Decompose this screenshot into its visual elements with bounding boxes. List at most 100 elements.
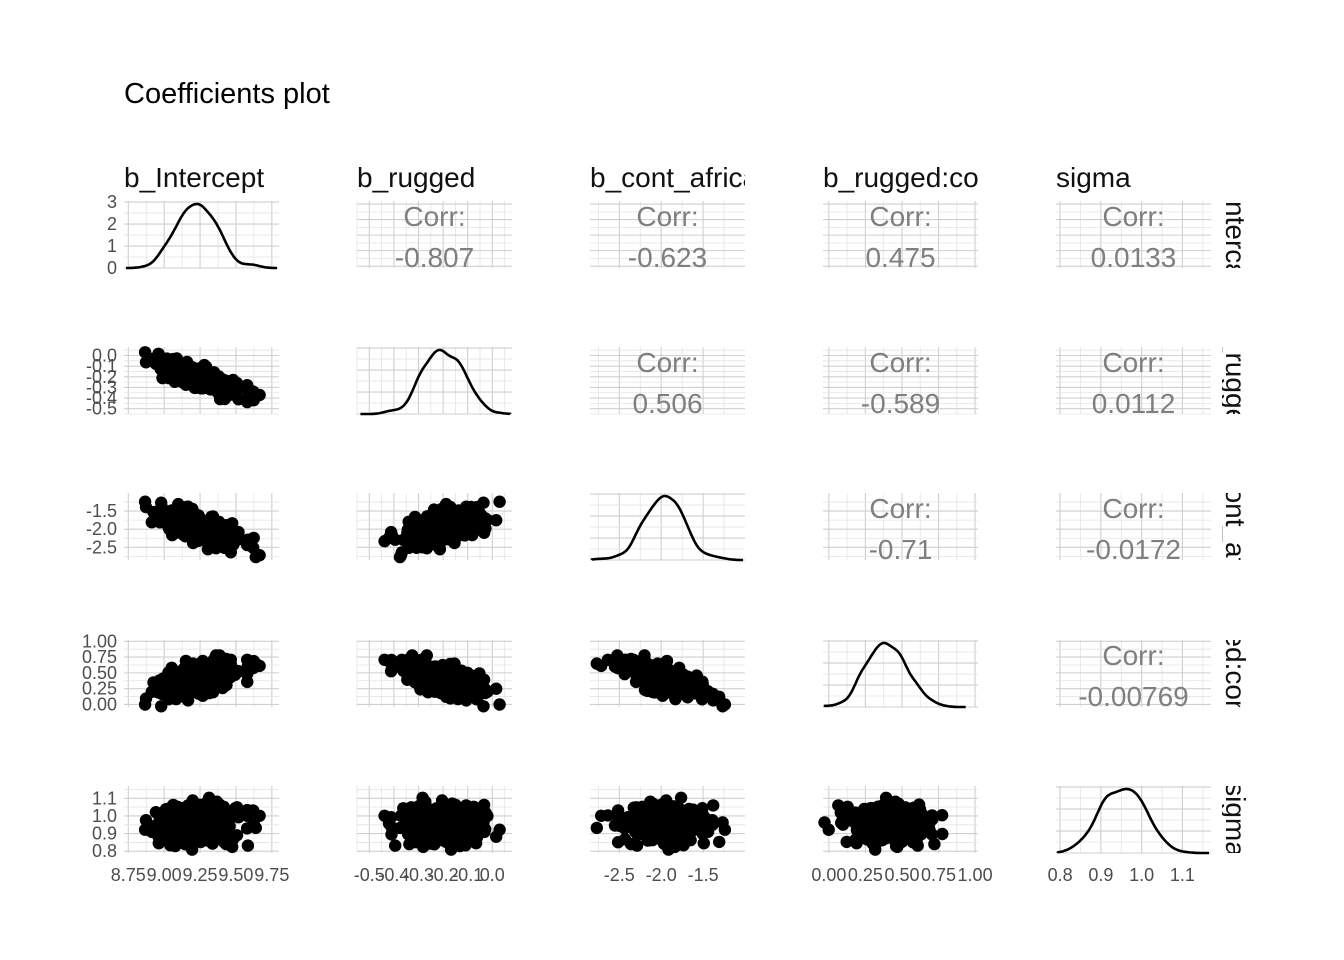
- scatter-point: [412, 672, 425, 685]
- scatter-point: [875, 825, 888, 839]
- scatter-point: [640, 811, 653, 824]
- row-strip-b-cont-africa: ont_af: [1220, 488, 1251, 566]
- scatter-point: [177, 515, 191, 528]
- scatter-point: [462, 827, 475, 840]
- scatter-point: [481, 685, 494, 698]
- scatter-point: [407, 815, 421, 828]
- corr-value-r0-c4: 0.0133: [1091, 242, 1177, 273]
- scatter-point: [206, 811, 219, 824]
- x-tick-label: 0.9: [1088, 865, 1113, 885]
- y-tick-label: 1.00: [82, 631, 117, 651]
- corr-value-r0-c2: -0.623: [628, 242, 707, 273]
- panel-r3-c2: [590, 640, 745, 713]
- scatter-point: [590, 657, 603, 670]
- scatter-point: [450, 675, 464, 688]
- scatter-point: [493, 698, 506, 711]
- scatter-point: [167, 511, 181, 524]
- corr-label: Corr:: [869, 347, 931, 378]
- scatter-point: [875, 815, 888, 828]
- corr-label: Corr:: [869, 201, 931, 232]
- scatter-point: [936, 827, 949, 841]
- corr-label: Corr:: [1102, 640, 1164, 671]
- panel-r0-c0: [124, 201, 279, 270]
- scatter-point: [177, 815, 191, 828]
- row-strip-sigma: sigma: [1220, 782, 1251, 857]
- panel-r0-c3: Corr: 0.475: [823, 201, 978, 273]
- scatter-point: [438, 674, 451, 687]
- density-curve-b-cont-africa: [590, 494, 743, 562]
- scatter-point: [167, 818, 181, 831]
- scatter-point: [240, 383, 254, 397]
- x-tick-label: -2.5: [604, 865, 635, 885]
- column-strip-sigma: sigma: [1056, 162, 1131, 193]
- y-tick-label: 0.25: [82, 679, 117, 699]
- scatter-point: [459, 675, 473, 688]
- panel-r2-c4: Corr: -0.0172: [1056, 493, 1211, 565]
- scatter-point: [232, 811, 245, 824]
- scatter-point: [178, 526, 191, 539]
- scatter-point: [460, 500, 473, 513]
- corr-value-r2-c3: -0.71: [869, 534, 933, 565]
- x-tick-label: 1.1: [1170, 865, 1195, 885]
- scatter-point: [193, 813, 206, 826]
- y-tick-label: -1.5: [86, 501, 117, 521]
- y-tick-label: -0.2: [86, 367, 117, 387]
- corr-label: Corr:: [636, 347, 698, 378]
- x-tick-label: -2.0: [646, 865, 677, 885]
- row-strip-b-rugged-cont-africa: ed:con: [1220, 631, 1251, 715]
- scatter-point: [618, 667, 631, 681]
- scatter-point: [207, 672, 220, 685]
- scatter-point: [384, 665, 398, 678]
- y-tick-label: 0.50: [82, 663, 117, 683]
- scatter-point: [138, 346, 152, 359]
- scatter-point: [611, 804, 625, 817]
- scatter-point: [152, 837, 165, 850]
- scatter-point: [249, 550, 262, 564]
- y-tick-label: -2.5: [86, 537, 117, 557]
- scatter-point: [716, 816, 729, 829]
- scatter-point: [595, 809, 608, 822]
- row-strip-b-intercept: Intercε: [1220, 193, 1251, 276]
- y-tick-label: -0.3: [86, 377, 117, 397]
- scatter-point: [393, 550, 407, 564]
- corr-label: Corr:: [403, 201, 465, 232]
- panel-r2-c3: Corr: -0.71: [823, 493, 978, 565]
- scatter-point: [439, 828, 452, 842]
- scatter-point: [241, 839, 255, 852]
- y-tick-label: 0.75: [82, 647, 117, 667]
- x-tick-label: -0.3: [403, 865, 434, 885]
- scatter-point: [155, 816, 168, 829]
- panel-r2-c0: [124, 493, 279, 564]
- x-tick-label: 0.25: [848, 865, 883, 885]
- scatter-point: [177, 675, 191, 688]
- scatter-point: [640, 674, 653, 687]
- scatter-point: [193, 379, 206, 392]
- panel-r4-c0: [124, 786, 279, 856]
- scatter-point: [713, 835, 726, 849]
- scatter-point: [240, 667, 254, 681]
- y-tick-label: -0.1: [86, 356, 117, 376]
- scatter-point: [181, 500, 195, 513]
- scatter-point: [427, 503, 441, 516]
- scatter-point: [682, 685, 695, 699]
- corr-value-r3-c4: -0.00769: [1078, 681, 1189, 712]
- scatter-point: [389, 839, 402, 852]
- scatter-point: [382, 531, 396, 545]
- panel-r4-c3: [818, 786, 978, 856]
- x-tick-label: -0.1: [452, 865, 483, 885]
- scatter-point: [240, 538, 254, 552]
- scatter-point: [138, 698, 152, 711]
- scatter-point: [207, 381, 220, 394]
- scatter-point: [210, 660, 223, 673]
- scatter-point: [206, 369, 219, 383]
- scatter-point: [832, 799, 845, 812]
- scatter-point: [412, 800, 425, 813]
- scatter-point: [477, 496, 490, 509]
- panel-r1-c2: Corr: 0.506: [590, 347, 745, 419]
- scatter-point: [706, 815, 719, 828]
- panel-r4-c4: [1056, 786, 1211, 855]
- scatter-point: [155, 700, 168, 713]
- scatter-point: [669, 828, 682, 842]
- scatter-point: [155, 353, 168, 366]
